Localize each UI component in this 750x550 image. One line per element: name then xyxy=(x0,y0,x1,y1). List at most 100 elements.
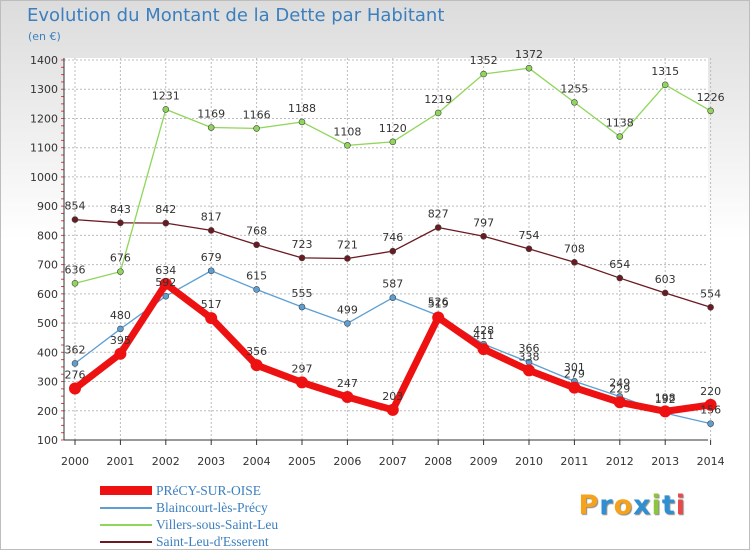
x-tick-label: 2012 xyxy=(606,455,634,468)
data-point xyxy=(661,81,669,89)
data-point xyxy=(117,325,124,333)
data-point xyxy=(434,224,442,231)
data-label: 156 xyxy=(700,404,721,417)
x-tick-label: 2013 xyxy=(651,455,679,468)
data-point xyxy=(707,303,714,311)
y-tick-label: 1300 xyxy=(30,83,58,96)
unit-label: (en €) xyxy=(28,30,61,43)
data-label: 362 xyxy=(65,343,86,356)
data-label: 499 xyxy=(337,303,358,316)
y-tick-label: 700 xyxy=(37,259,58,272)
legend-swatch xyxy=(100,507,152,509)
data-point xyxy=(477,343,490,356)
data-label: 276 xyxy=(65,369,86,382)
data-point xyxy=(523,364,535,377)
data-point xyxy=(571,258,578,266)
data-label: 198 xyxy=(655,391,676,404)
data-label: 480 xyxy=(110,309,131,322)
y-tick-label: 900 xyxy=(37,200,58,213)
x-tick-label: 2010 xyxy=(515,455,543,468)
data-label: 679 xyxy=(201,251,222,264)
data-label: 797 xyxy=(473,216,494,229)
y-tick-label: 1400 xyxy=(30,54,58,67)
data-label: 301 xyxy=(564,361,585,374)
legend-label: PRéCY-SUR-OISE xyxy=(156,483,262,498)
legend-swatch xyxy=(100,486,152,495)
data-label: 526 xyxy=(428,295,449,308)
y-tick-label: 200 xyxy=(37,405,58,418)
data-point xyxy=(613,396,626,409)
data-point xyxy=(661,289,669,297)
data-point xyxy=(659,405,672,418)
data-point xyxy=(69,382,81,395)
data-point xyxy=(616,274,624,282)
data-label: 854 xyxy=(65,200,86,213)
data-point xyxy=(71,216,79,223)
data-point xyxy=(162,219,170,227)
x-tick-label: 2014 xyxy=(697,455,725,468)
data-point xyxy=(159,277,172,290)
data-label: 249 xyxy=(609,376,630,389)
data-label: 654 xyxy=(609,258,630,271)
data-point xyxy=(253,125,260,132)
data-point xyxy=(71,280,79,287)
data-label: 554 xyxy=(700,287,721,300)
data-label: 603 xyxy=(655,273,676,286)
data-label: 297 xyxy=(292,362,313,375)
data-label: 1166 xyxy=(243,108,271,121)
y-tick-label: 1100 xyxy=(30,142,58,155)
data-point xyxy=(480,232,487,240)
y-tick-label: 1200 xyxy=(30,112,58,125)
data-label: 1226 xyxy=(697,91,725,104)
data-label: 203 xyxy=(382,390,403,403)
data-label: 708 xyxy=(564,242,585,255)
data-label: 338 xyxy=(519,350,540,363)
x-tick-label: 2008 xyxy=(424,455,452,468)
data-point xyxy=(296,376,308,389)
data-point xyxy=(389,138,397,146)
data-point xyxy=(389,247,397,255)
data-point xyxy=(344,142,351,149)
data-point xyxy=(571,99,578,106)
y-tick-label: 1000 xyxy=(30,171,58,184)
data-label: 555 xyxy=(292,287,313,300)
data-label: 746 xyxy=(382,231,403,244)
data-point xyxy=(253,241,260,249)
data-label: 827 xyxy=(428,207,449,220)
data-label: 366 xyxy=(519,342,540,355)
legend-label: Villers-sous-Saint-Leu xyxy=(156,517,279,532)
legend-swatch xyxy=(100,541,152,543)
data-label: 843 xyxy=(110,203,131,216)
data-label: 768 xyxy=(246,225,267,238)
data-label: 636 xyxy=(65,263,86,276)
data-label: 220 xyxy=(700,385,721,398)
data-label: 356 xyxy=(246,345,267,358)
data-point xyxy=(250,359,263,372)
legend-swatch xyxy=(100,524,152,526)
data-point xyxy=(344,320,351,327)
proxiti-logo: Proxiti xyxy=(578,490,686,521)
data-label: 1372 xyxy=(515,48,543,61)
data-point xyxy=(298,303,306,311)
data-label: 1315 xyxy=(651,65,679,78)
data-label: 517 xyxy=(201,298,222,311)
data-label: 634 xyxy=(155,264,176,277)
y-tick-label: 400 xyxy=(37,346,58,359)
data-label: 395 xyxy=(110,334,131,347)
data-label: 817 xyxy=(201,210,222,223)
y-tick-label: 500 xyxy=(37,317,58,330)
chart-title: Evolution du Montant de la Dette par Hab… xyxy=(27,5,445,26)
data-label: 1231 xyxy=(152,89,180,102)
x-tick-label: 2002 xyxy=(152,455,180,468)
data-point xyxy=(568,381,581,394)
data-label: 1120 xyxy=(379,122,407,135)
data-point xyxy=(707,420,714,427)
data-label: 428 xyxy=(473,324,494,337)
data-point xyxy=(298,118,306,126)
data-label: 754 xyxy=(519,229,540,242)
data-point xyxy=(207,227,215,234)
data-label: 229 xyxy=(609,382,630,395)
data-point xyxy=(117,268,124,275)
data-label: 842 xyxy=(155,203,176,216)
data-point xyxy=(71,360,79,367)
